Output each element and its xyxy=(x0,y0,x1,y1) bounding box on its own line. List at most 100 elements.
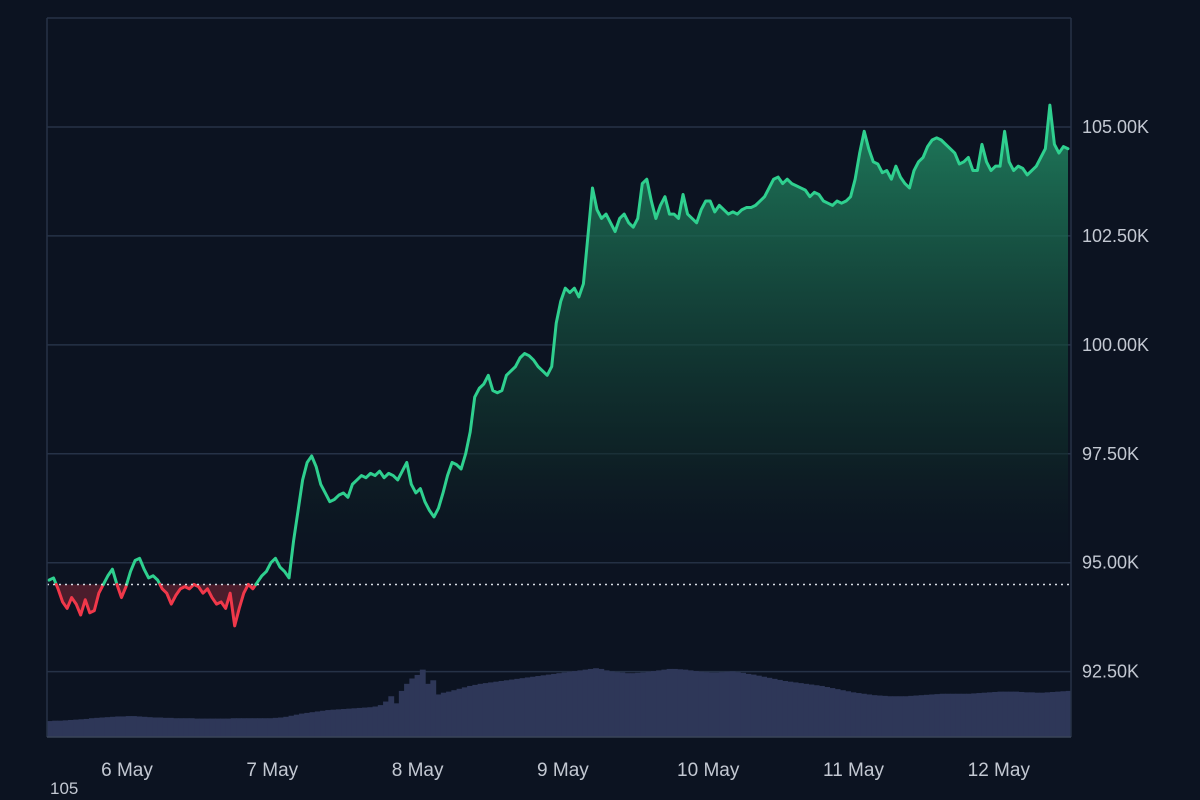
volume-bar xyxy=(131,716,137,737)
price-line-up xyxy=(101,567,119,586)
volume-bar xyxy=(640,672,647,737)
volume-bar xyxy=(561,672,568,737)
volume-bar xyxy=(435,694,442,737)
volume-bar xyxy=(1018,691,1025,737)
volume-bar xyxy=(871,695,878,737)
volume-bar xyxy=(650,671,657,737)
volume-bar xyxy=(83,718,90,737)
volume-bar xyxy=(577,670,584,737)
volume-bar xyxy=(929,694,936,737)
volume-bar xyxy=(188,718,195,737)
volume-bar xyxy=(708,672,715,737)
volume-bar xyxy=(698,671,705,737)
volume-bar xyxy=(514,678,521,737)
volume-bar xyxy=(220,718,227,737)
volume-bar xyxy=(1007,691,1014,737)
volume-bar xyxy=(383,701,389,737)
volume-bar xyxy=(351,708,358,737)
volume-bar xyxy=(918,695,925,737)
volume-bar xyxy=(556,673,563,737)
volume-bar xyxy=(944,693,951,737)
volume-bar xyxy=(934,694,941,737)
volume-bar xyxy=(1055,691,1062,737)
volume-bar xyxy=(456,688,463,737)
volume-bar xyxy=(283,716,290,737)
volume-bar xyxy=(288,715,295,737)
volume-bar xyxy=(635,672,641,737)
volume-bar xyxy=(939,693,946,737)
volume-bar xyxy=(194,718,200,737)
y-tick-label: 100.00K xyxy=(1082,335,1149,355)
volume-bar xyxy=(566,671,573,737)
volume-bar xyxy=(425,683,431,737)
volume-bar xyxy=(703,672,710,737)
volume-bar xyxy=(661,669,668,737)
volume-bar xyxy=(430,680,437,737)
volume-bar xyxy=(446,691,452,737)
volume-bar xyxy=(173,718,179,737)
volume-bar xyxy=(734,672,741,737)
volume-bar xyxy=(976,693,983,737)
volume-bar xyxy=(204,718,211,737)
volume-bar xyxy=(178,718,185,737)
volume-bar xyxy=(897,696,904,737)
volume-bar xyxy=(335,709,342,737)
volume-bar xyxy=(152,717,158,737)
volume-bar xyxy=(677,669,683,737)
volume-bar xyxy=(608,671,615,737)
volume-bar xyxy=(818,685,825,737)
volume-bar xyxy=(320,710,326,737)
volume-bar xyxy=(362,707,368,737)
volume-bar xyxy=(467,685,473,737)
volume-bar xyxy=(278,717,284,737)
volume-bar xyxy=(666,668,673,737)
volume-bar xyxy=(199,718,206,737)
x-tick-label: 9 May xyxy=(537,760,589,781)
volume-bar xyxy=(881,695,888,737)
volume-bar xyxy=(787,681,794,737)
volume-bar xyxy=(141,716,148,737)
volume-bar xyxy=(341,708,347,737)
volume-bar xyxy=(986,692,993,737)
volume-bar xyxy=(755,675,762,737)
price-line-down xyxy=(192,582,250,628)
volume-bar xyxy=(850,692,857,737)
volume-bar xyxy=(440,692,447,737)
volume-bar xyxy=(236,718,242,737)
volume-bar xyxy=(839,690,846,737)
volume-bar xyxy=(215,718,221,737)
volume-bar xyxy=(776,679,783,737)
volume-bar xyxy=(971,693,978,737)
volume-bar xyxy=(603,670,610,737)
volume-bar xyxy=(304,712,311,737)
price-line xyxy=(47,103,1070,628)
volume-bar xyxy=(267,718,274,737)
volume-bar xyxy=(509,679,515,737)
x-tick-label: 10 May xyxy=(677,760,740,781)
volume-bar xyxy=(503,680,510,737)
volume-bar xyxy=(251,718,258,737)
volume-bar xyxy=(104,717,111,737)
volume-bar xyxy=(923,694,930,737)
volume-bar xyxy=(472,684,479,737)
volume-bar xyxy=(587,668,594,737)
volume-bar xyxy=(656,670,662,737)
volume-bar xyxy=(257,718,263,737)
volume-bars xyxy=(47,668,1071,737)
volume-bar xyxy=(314,711,321,737)
x-tick-label: 11 May xyxy=(823,760,884,781)
volume-bar xyxy=(1028,692,1035,737)
volume-bar xyxy=(262,718,269,737)
volume-bar xyxy=(572,671,578,737)
volume-bar xyxy=(346,708,353,737)
volume-bar xyxy=(876,695,883,737)
volume-bar xyxy=(1060,691,1067,737)
volume-bar xyxy=(246,718,253,737)
price-line-up xyxy=(47,576,58,586)
volume-bar xyxy=(965,693,972,737)
volume-bar xyxy=(829,688,836,737)
x-tick-label: 6 May xyxy=(101,760,153,781)
volume-bar xyxy=(960,693,967,737)
volume-bar xyxy=(955,693,962,737)
